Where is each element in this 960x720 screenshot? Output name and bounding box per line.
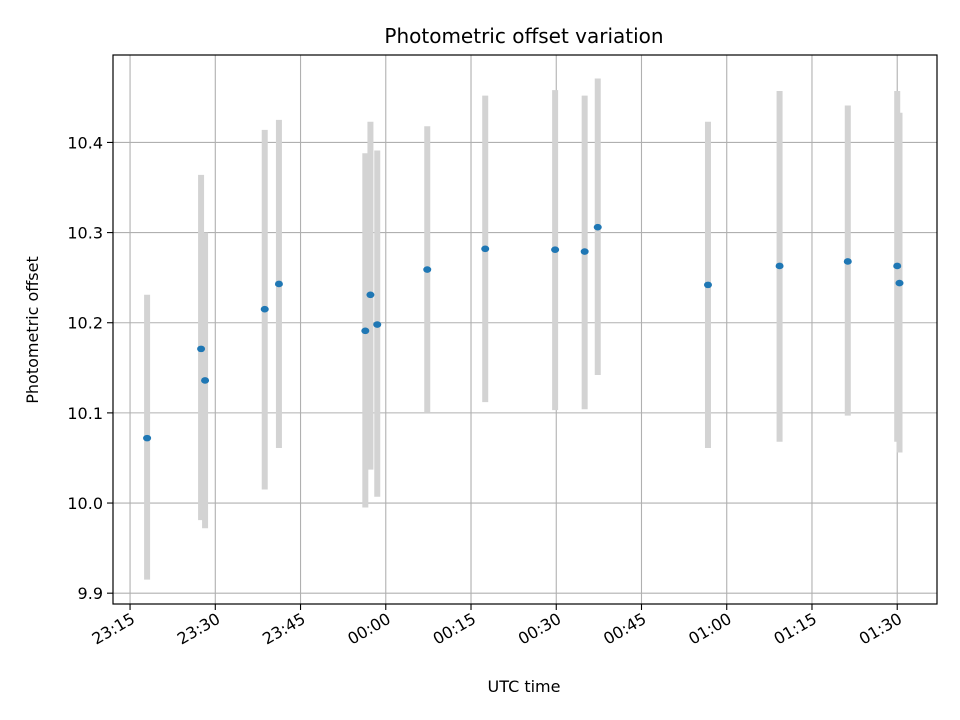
x-axis-label: UTC time: [488, 677, 561, 696]
y-axis-ticks: 9.9 10.0 10.1 10.2 10.3 10.4: [67, 133, 113, 603]
data-point: [551, 246, 560, 254]
y-tick-label: 10.4: [67, 133, 103, 152]
data-point: [373, 321, 382, 328]
data-point: [893, 262, 902, 270]
chart-title: Photometric offset variation: [384, 24, 663, 48]
data-point: [775, 262, 784, 270]
data-point: [423, 266, 432, 273]
y-tick-label: 10.3: [67, 224, 103, 243]
y-tick-label: 9.9: [78, 584, 103, 603]
data-points: [143, 223, 904, 442]
data-point: [366, 291, 375, 299]
y-tick-label: 10.0: [67, 494, 103, 513]
y-axis-label: Photometric offset: [23, 256, 42, 404]
data-point: [703, 281, 712, 289]
data-point: [580, 248, 589, 255]
data-point: [143, 434, 152, 442]
data-point: [895, 279, 904, 287]
data-point: [201, 377, 210, 384]
data-point: [260, 305, 269, 313]
data-point: [843, 258, 852, 265]
data-point: [481, 245, 490, 253]
y-tick-label: 10.1: [67, 404, 103, 423]
data-point: [274, 280, 283, 288]
data-point: [361, 327, 370, 335]
data-point: [593, 223, 602, 231]
data-point: [197, 345, 206, 353]
plot-frame: [112, 54, 938, 605]
y-tick-label: 10.2: [67, 314, 103, 333]
